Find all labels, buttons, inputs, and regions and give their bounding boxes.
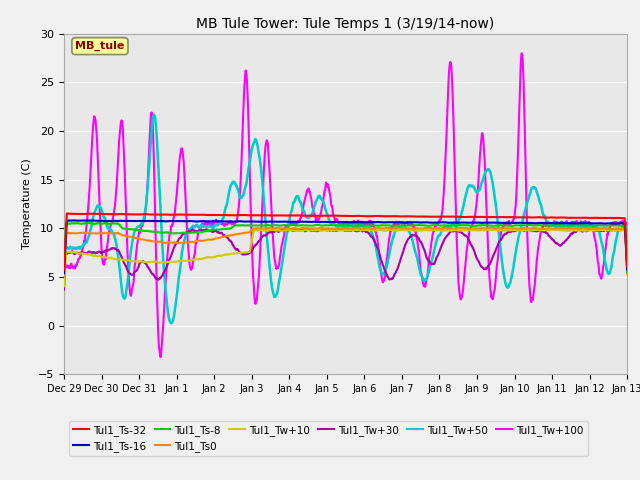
Text: MB_tule: MB_tule <box>76 41 125 51</box>
Title: MB Tule Tower: Tule Temps 1 (3/19/14-now): MB Tule Tower: Tule Temps 1 (3/19/14-now… <box>196 17 495 31</box>
Legend: Tul1_Ts-32, Tul1_Ts-16, Tul1_Ts-8, Tul1_Ts0, Tul1_Tw+10, Tul1_Tw+30, Tul1_Tw+50,: Tul1_Ts-32, Tul1_Ts-16, Tul1_Ts-8, Tul1_… <box>69 420 588 456</box>
Y-axis label: Temperature (C): Temperature (C) <box>22 158 33 250</box>
